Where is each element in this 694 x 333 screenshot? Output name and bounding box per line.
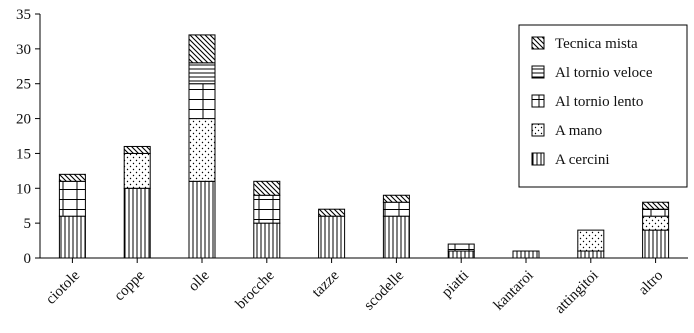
bar-segment-scodelle-al-tornio-lento (382, 201, 410, 217)
x-tick-label: olle (186, 267, 213, 294)
bar-segment-coppe-a-mano (123, 152, 151, 189)
bar-segment-olle-al-tornio-veloce (188, 62, 216, 85)
bar-segment-brocche-a-cercini (253, 222, 281, 259)
x-tick-label: tazze (309, 267, 342, 300)
bar-segment-altro-al-tornio-lento (642, 208, 670, 217)
bar-segment-piatti-a-cercini (447, 250, 475, 259)
y-tick-label: 0 (24, 251, 32, 267)
legend-label: Tecnica mista (555, 36, 638, 52)
x-tick-label: scodelle (361, 267, 407, 313)
bar-segment-ciotole-tecnica-mista (58, 173, 86, 182)
bar-segment-tazze-a-cercini (318, 215, 346, 259)
bar-segment-scodelle-a-cercini (382, 215, 410, 259)
bar-segment-brocche-al-tornio-lento (253, 194, 281, 224)
legend-swatch (531, 94, 545, 108)
x-tick-label: brocche (233, 267, 278, 312)
legend-label: Al tornio veloce (555, 65, 653, 81)
bar-segment-olle-a-mano (188, 118, 216, 182)
y-tick-label: 10 (16, 181, 31, 197)
bar-segment-altro-a-mano (642, 215, 670, 231)
bar-segment-coppe-tecnica-mista (123, 145, 151, 154)
y-tick-label: 20 (16, 112, 31, 128)
bar-segment-piatti-al-tornio-lento (447, 243, 475, 252)
y-tick-label: 30 (16, 42, 31, 58)
bar-segment-altro-a-cercini (642, 229, 670, 259)
bar-segment-brocche-tecnica-mista (253, 180, 281, 196)
y-tick-label: 25 (16, 77, 31, 93)
x-tick-label: ciotole (43, 267, 83, 307)
bar-segment-attingitoi-a-mano (577, 229, 605, 252)
bar-segment-altro-tecnica-mista (642, 201, 670, 210)
legend-label: A mano (555, 123, 602, 139)
bar-segment-olle-al-tornio-lento (188, 83, 216, 120)
bar-segment-tazze-tecnica-mista (318, 208, 346, 217)
legend-label: A cercini (555, 152, 610, 168)
legend-swatch (531, 65, 545, 79)
legend-swatch (531, 152, 545, 166)
legend-box (518, 24, 688, 188)
bar-segment-ciotole-a-cercini (58, 215, 86, 259)
legend-swatch (531, 123, 545, 137)
x-tick-label: altro (636, 268, 667, 299)
legend: Tecnica mista Al tornio veloce Al tornio l… (518, 24, 688, 188)
bars (58, 34, 670, 259)
bar-segment-olle-a-cercini (188, 180, 216, 259)
y-tick-label: 5 (24, 216, 32, 232)
x-tick-label: kantaroi (491, 268, 537, 314)
bar-segment-ciotole-al-tornio-lento (58, 180, 86, 217)
bar-segment-kantaroi-a-cercini (512, 250, 540, 259)
y-tick-label: 15 (16, 146, 31, 162)
bar-segment-scodelle-tecnica-mista (382, 194, 410, 203)
bar-segment-attingitoi-a-cercini (577, 250, 605, 259)
y-tick-label: 35 (16, 7, 31, 23)
bar-segment-coppe-a-cercini (123, 187, 151, 259)
x-tick-label: coppe (111, 267, 148, 304)
legend-swatch (531, 36, 545, 50)
legend-label: Al tornio lento (555, 94, 643, 110)
x-tick-label: attingitoi (552, 268, 602, 318)
x-tick-label: piatti (439, 268, 472, 301)
x-tick-labels: ciotole coppe olle brocche tazze scodelle piat… (43, 258, 666, 317)
bar-segment-olle-tecnica-mista (188, 34, 216, 64)
